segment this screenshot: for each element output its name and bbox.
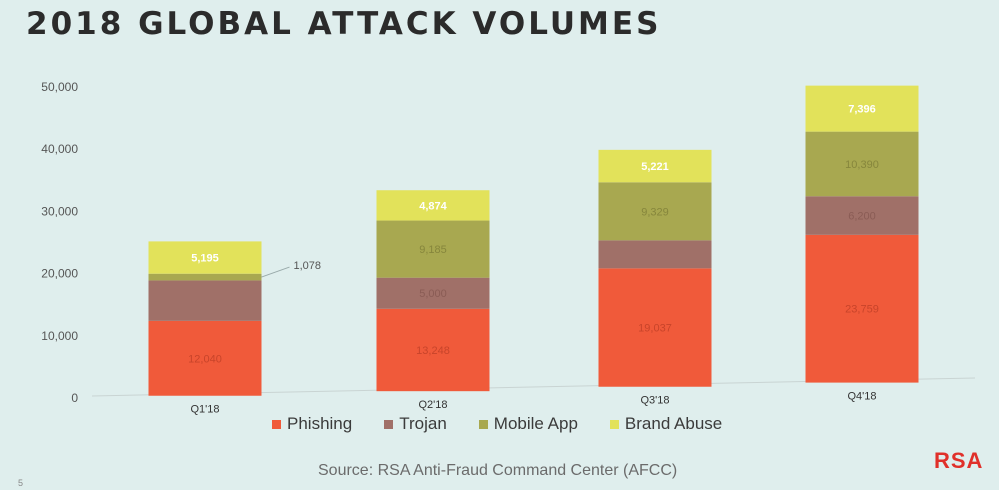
- annotations: 1,078: [261, 260, 322, 278]
- x-tick-label: Q2'18: [418, 399, 447, 411]
- data-label: 10,390: [845, 159, 879, 171]
- data-label: 5,195: [191, 253, 219, 265]
- bar-segment-trojan: [598, 240, 712, 269]
- bar-segment-phishing: [148, 320, 262, 396]
- data-label: 4,874: [419, 200, 447, 212]
- legend-swatch: [272, 419, 281, 429]
- data-label: 5,221: [641, 161, 669, 173]
- annotation-label: 1,078: [294, 260, 322, 272]
- source-note: Source: RSA Anti-Fraud Command Center (A…: [318, 462, 678, 479]
- legend-swatch: [478, 419, 488, 429]
- annotation-leader-line: [261, 266, 290, 278]
- bar-segment-trojan: [376, 277, 490, 309]
- bar-segment-mobile-app: [805, 131, 919, 197]
- legend-label: Trojan: [399, 414, 447, 433]
- bar-segment-trojan: [805, 196, 919, 235]
- legend-swatch: [609, 419, 619, 429]
- legend-swatch: [384, 419, 394, 429]
- y-tick-label: 0: [71, 391, 78, 405]
- data-label: 6,200: [848, 211, 876, 223]
- y-tick-label: 20,000: [41, 267, 78, 281]
- y-tick-label: 40,000: [41, 142, 78, 156]
- bar-segment-brand-abuse: [376, 190, 490, 221]
- legend-item-trojan: Trojan: [384, 414, 447, 434]
- data-label: 7,396: [848, 104, 876, 116]
- data-label: 13,248: [416, 345, 450, 357]
- bar-segment-brand-abuse: [598, 149, 712, 183]
- chart-title: 2018 GLOBAL ATTACK VOLUMES: [26, 6, 662, 42]
- bar-segment-trojan: [148, 280, 262, 321]
- legend-item-mobile-app: Mobile App: [478, 414, 578, 434]
- data-label: 19,037: [638, 323, 672, 335]
- legend-item-brand-abuse: Brand Abuse: [609, 414, 723, 434]
- bar-segment-mobile-app: [598, 182, 712, 241]
- y-axis: 0 10,000 20,000 30,000 40,000 50,000: [41, 80, 78, 405]
- bar-segment-phishing: [805, 234, 919, 383]
- legend: Phishing Trojan Mobile App Brand Abuse: [272, 414, 722, 434]
- y-tick-label: 30,000: [41, 204, 78, 218]
- bar-segment-brand-abuse: [148, 241, 262, 274]
- bars: 12,040 5,195 13,248 5,000 9,185 4,874 19,037 9,…: [148, 85, 919, 396]
- bar-segment-mobile-app: [148, 273, 262, 281]
- data-label: 23,759: [845, 304, 879, 316]
- x-tick-label: Q3'18: [640, 395, 669, 407]
- category-labels: Q1'18 Q2'18 Q3'18 Q4'18: [190, 391, 876, 416]
- y-tick-label: 50,000: [41, 80, 78, 94]
- bar-segment-brand-abuse: [805, 85, 919, 132]
- x-tick-label: Q1'18: [190, 404, 219, 416]
- data-label: 9,185: [419, 244, 447, 256]
- data-label: 9,329: [641, 206, 669, 218]
- rsa-logo: RSA: [934, 448, 984, 473]
- legend-label: Brand Abuse: [624, 414, 723, 433]
- data-label: 12,040: [188, 353, 222, 365]
- bar-segment-phishing: [598, 268, 712, 387]
- bar-segment-phishing: [376, 308, 490, 392]
- legend-label: Phishing: [287, 414, 353, 433]
- y-tick-label: 10,000: [41, 329, 78, 343]
- page-number: 5: [18, 478, 24, 488]
- x-tick-label: Q4'18: [847, 391, 876, 403]
- bar-segment-mobile-app: [376, 220, 490, 278]
- legend-item-phishing: Phishing: [272, 414, 352, 434]
- legend-label: Mobile App: [493, 414, 578, 433]
- data-label: 5,000: [419, 288, 447, 300]
